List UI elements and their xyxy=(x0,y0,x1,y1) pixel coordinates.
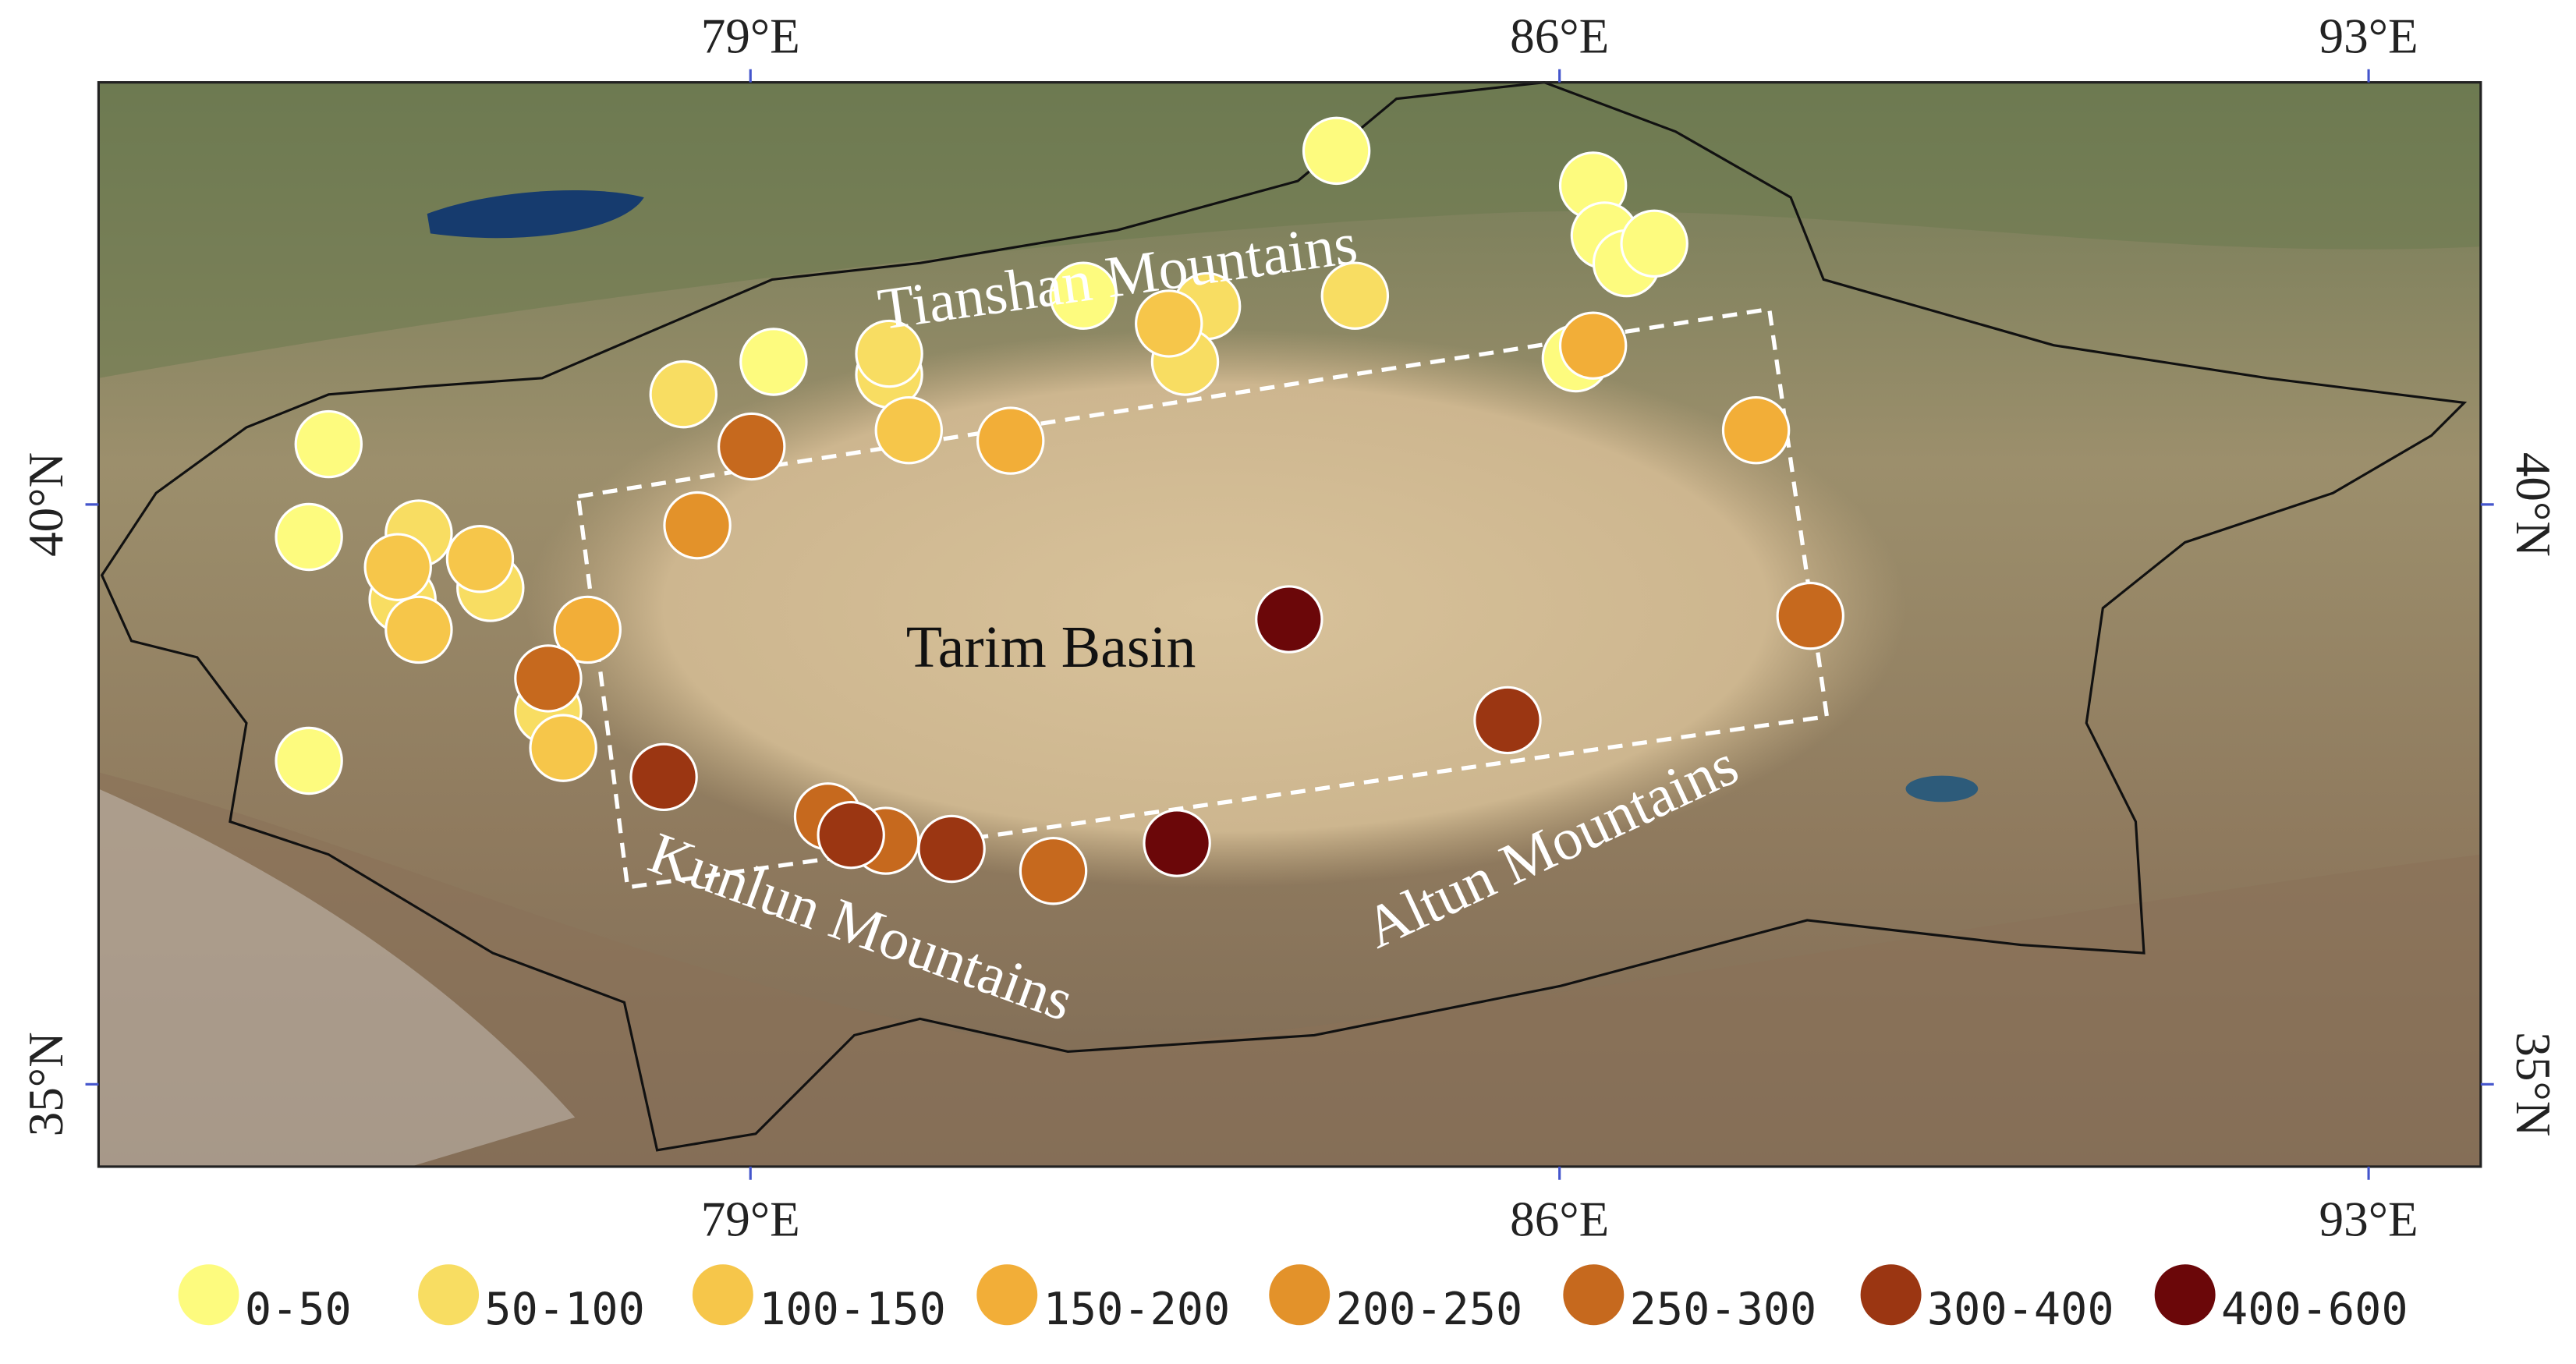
legend-swatch xyxy=(975,1263,1040,1327)
station xyxy=(976,406,1045,475)
station xyxy=(663,491,732,560)
legend-label: 250-300 xyxy=(1630,1284,1817,1335)
legend-label: 150-200 xyxy=(1044,1284,1231,1335)
station xyxy=(1255,585,1323,654)
station xyxy=(384,595,453,664)
y-tick-label: 40°N xyxy=(19,452,73,557)
station xyxy=(1135,289,1203,358)
legend-label: 100-150 xyxy=(759,1284,946,1335)
legend-swatch xyxy=(416,1263,481,1327)
station xyxy=(1143,809,1211,877)
legend-swatch xyxy=(176,1263,241,1327)
legend-label: 200-250 xyxy=(1336,1284,1523,1335)
x-tick-label: 86°E xyxy=(1510,1192,1609,1246)
station xyxy=(275,726,343,795)
legend-label: 300-400 xyxy=(1927,1284,2114,1335)
boundary xyxy=(100,81,2468,1152)
legend-label: 50-100 xyxy=(484,1284,644,1335)
station xyxy=(874,395,943,465)
station xyxy=(855,319,923,388)
imagery xyxy=(98,82,2481,1167)
station xyxy=(629,742,698,812)
legend-swatch xyxy=(690,1263,755,1327)
x-tick-label: 79°E xyxy=(701,9,800,64)
station xyxy=(553,595,622,664)
station xyxy=(1320,261,1390,330)
legend-label: 400-600 xyxy=(2221,1284,2408,1335)
station xyxy=(1721,395,1791,465)
station xyxy=(739,328,808,396)
station xyxy=(1302,116,1371,186)
y-tick-label: 35°N xyxy=(19,1032,73,1136)
y-tick-label: 40°N xyxy=(2506,452,2560,557)
legend-label: 0-50 xyxy=(245,1284,352,1335)
region-label: Tarim Basin xyxy=(906,615,1196,680)
station xyxy=(294,409,363,479)
station xyxy=(1019,837,1088,905)
station xyxy=(514,644,583,713)
x-tick-label: 93°E xyxy=(2319,1192,2418,1246)
station xyxy=(275,502,343,572)
station xyxy=(1473,686,1542,755)
station xyxy=(649,360,718,429)
station xyxy=(718,412,786,481)
x-tick-label: 86°E xyxy=(1510,9,1609,64)
station xyxy=(1049,261,1118,330)
station xyxy=(529,714,597,782)
station xyxy=(1558,311,1628,380)
x-tick-label: 79°E xyxy=(701,1192,800,1246)
study-area xyxy=(576,306,1830,890)
station xyxy=(445,525,515,593)
station xyxy=(363,533,432,601)
station xyxy=(817,800,885,870)
legend-swatch xyxy=(2153,1263,2217,1327)
station xyxy=(917,814,986,884)
legend-swatch xyxy=(1267,1263,1332,1327)
legend-swatch xyxy=(1561,1263,1626,1327)
map-frame xyxy=(97,81,2482,1168)
station xyxy=(1776,581,1844,650)
station xyxy=(1620,209,1688,278)
x-tick-label: 93°E xyxy=(2319,9,2418,64)
y-tick-label: 35°N xyxy=(2506,1032,2560,1136)
legend-swatch xyxy=(1858,1263,1923,1327)
